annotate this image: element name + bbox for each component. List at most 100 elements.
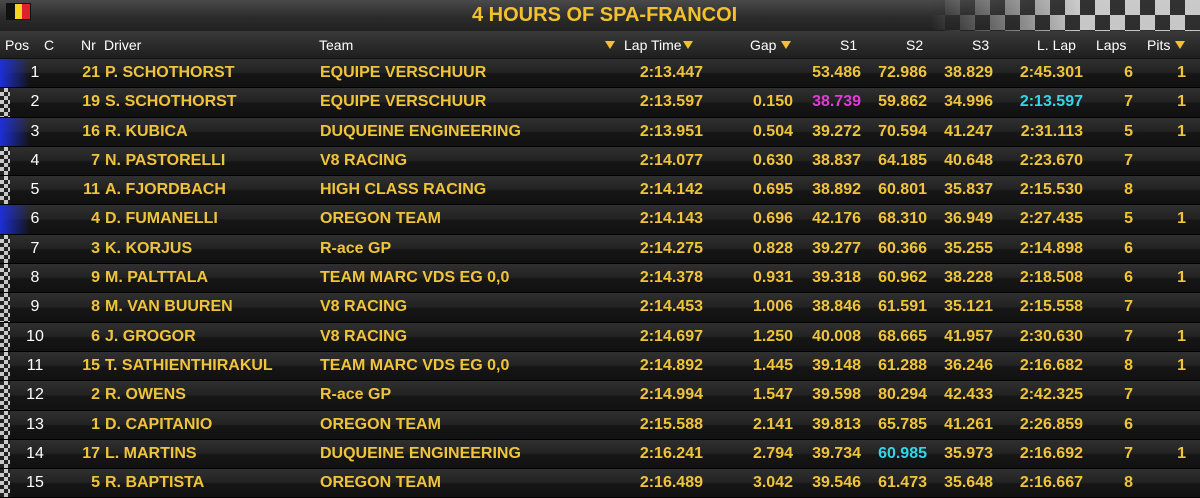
col-pos[interactable]: Pos xyxy=(5,37,30,53)
column-header-row: Pos C Nr Driver Team Lap Time Gap S1 S2 … xyxy=(0,31,1200,58)
last-lap: 2:16.682 xyxy=(1019,356,1083,374)
sector-3: 35.121 xyxy=(944,298,993,316)
gap: 0.630 xyxy=(752,151,793,169)
sector-3: 34.996 xyxy=(944,93,993,111)
title-bar: 4 HOURS OF SPA-FRANCOI xyxy=(0,0,1200,31)
last-lap: 2:26.859 xyxy=(1019,415,1083,433)
table-row[interactable]: 9 8 M. VAN BUUREN V8 RACING 2:14.453 1.006 38.… xyxy=(0,293,1200,323)
table-row[interactable]: 1 21 P. SCHOTHORST EQUIPE VERSCHUUR 2:13.447… xyxy=(0,59,1200,89)
gap: 2.794 xyxy=(752,444,793,462)
col-team[interactable]: Team xyxy=(319,37,354,53)
position: 12 xyxy=(26,386,44,404)
team-name: OREGON TEAM xyxy=(320,415,441,433)
team-name: DUQUEINE ENGINEERING xyxy=(320,444,521,462)
lap-time: 2:13.597 xyxy=(639,93,703,111)
last-lap: 2:15.558 xyxy=(1019,298,1083,316)
sector-3: 42.433 xyxy=(944,386,993,404)
table-row[interactable]: 12 2 R. OWENS R-ace GP 2:14.994 1.547 39.598 80… xyxy=(0,381,1200,411)
sector-3: 41.247 xyxy=(944,122,993,140)
position: 13 xyxy=(26,415,44,433)
checkered-stripe-icon xyxy=(0,234,10,264)
col-lap-time-wrap[interactable]: Lap Time xyxy=(624,36,694,54)
checkered-stripe-icon xyxy=(0,293,10,322)
team-name: OREGON TEAM xyxy=(320,474,441,492)
driver-name: M. VAN BUUREN xyxy=(105,298,233,316)
standings-table: 1 21 P. SCHOTHORST EQUIPE VERSCHUUR 2:13.447… xyxy=(0,59,1200,498)
sector-1: 39.318 xyxy=(812,269,861,287)
col-driver[interactable]: Driver xyxy=(104,37,142,53)
sector-3: 41.261 xyxy=(944,415,993,433)
sector-2: 80.294 xyxy=(878,386,927,404)
table-row[interactable]: 2 19 S. SCHOTHORST EQUIPE VERSCHUUR 2:13.597… xyxy=(0,88,1200,118)
belgium-flag-icon xyxy=(7,4,31,19)
table-row[interactable]: 6 4 D. FUMANELLI OREGON TEAM 2:14.143 0.696 42… xyxy=(0,205,1200,235)
car-number: 16 xyxy=(82,122,100,140)
sector-3: 35.973 xyxy=(944,444,993,462)
position: 4 xyxy=(30,151,40,169)
sector-1: 38.837 xyxy=(812,151,861,169)
lap-time: 2:16.489 xyxy=(639,474,703,492)
table-row[interactable]: 15 5 R. BAPTISTA OREGON TEAM 2:16.489 3.042 39… xyxy=(0,469,1200,498)
laps: 7 xyxy=(1124,93,1133,111)
laps: 6 xyxy=(1124,415,1133,433)
position: 2 xyxy=(30,93,40,111)
col-laps[interactable]: Laps xyxy=(1096,37,1127,53)
sector-2: 61.288 xyxy=(878,356,927,374)
lap-time: 2:14.453 xyxy=(639,298,703,316)
sector-2: 68.310 xyxy=(878,210,927,228)
table-row[interactable]: 4 7 N. PASTORELLI V8 RACING 2:14.077 0.630 38.… xyxy=(0,146,1200,177)
gap: 1.547 xyxy=(752,386,793,404)
col-s3[interactable]: S3 xyxy=(972,37,990,53)
pits: 1 xyxy=(1177,122,1186,140)
sector-3: 38.829 xyxy=(944,64,993,81)
col-last-lap[interactable]: L. Lap xyxy=(1037,37,1076,53)
sector-1: 39.272 xyxy=(812,122,861,140)
gap: 0.931 xyxy=(752,269,793,287)
sector-1: 39.734 xyxy=(812,444,861,462)
col-gap-wrap[interactable]: Gap xyxy=(750,36,792,54)
sector-1: 39.546 xyxy=(812,474,861,492)
sector-1: 38.892 xyxy=(812,181,861,199)
driver-name: D. CAPITANIO xyxy=(105,415,213,433)
table-row[interactable]: 3 16 R. KUBICA DUQUEINE ENGINEERING 2:13.951… xyxy=(0,117,1200,147)
table-row[interactable]: 5 11 A. FJORDBACH HIGH CLASS RACING 2:14.142… xyxy=(0,176,1200,206)
sort-arrow-icon xyxy=(1175,41,1186,49)
pits: 1 xyxy=(1177,93,1186,111)
sector-2: 61.473 xyxy=(878,474,927,492)
col-pits-wrap[interactable]: Pits xyxy=(1147,36,1186,54)
col-s1[interactable]: S1 xyxy=(840,37,858,53)
col-team-sort-icon[interactable] xyxy=(604,36,616,54)
car-number: 6 xyxy=(91,327,100,345)
col-nr[interactable]: Nr xyxy=(81,37,96,53)
checkered-stripe-icon xyxy=(0,146,10,176)
position: 5 xyxy=(30,181,40,199)
sector-2: 64.185 xyxy=(878,151,927,169)
lap-time: 2:14.077 xyxy=(639,151,703,169)
table-row[interactable]: 10 6 J. GROGOR V8 RACING 2:14.697 1.250 40.008… xyxy=(0,322,1200,352)
col-gap: Gap xyxy=(750,37,777,53)
table-row[interactable]: 8 9 M. PALTTALA TEAM MARC VDS EG 0,0 2:14.37… xyxy=(0,264,1200,294)
table-row[interactable]: 14 17 L. MARTINS DUQUEINE ENGINEERING 2:16.2… xyxy=(0,439,1200,470)
lap-time: 2:16.241 xyxy=(639,444,703,462)
position: 1 xyxy=(30,64,40,81)
team-name: EQUIPE VERSCHUUR xyxy=(320,64,487,81)
position: 9 xyxy=(30,298,40,316)
driver-name: S. SCHOTHORST xyxy=(105,93,237,111)
table-row[interactable]: 7 3 K. KORJUS R-ace GP 2:14.275 0.828 39.277 60… xyxy=(0,234,1200,265)
col-c[interactable]: C xyxy=(44,37,55,53)
last-lap: 2:16.692 xyxy=(1019,444,1083,462)
col-s2[interactable]: S2 xyxy=(906,37,924,53)
sector-2: 60.985 xyxy=(878,444,927,462)
table-row[interactable]: 11 15 T. SATHIENTHIRAKUL TEAM MARC VDS EG 0… xyxy=(0,351,1200,382)
lap-time: 2:15.588 xyxy=(639,415,703,433)
sector-3: 35.648 xyxy=(944,474,993,492)
driver-name: D. FUMANELLI xyxy=(105,210,218,228)
sector-1: 39.813 xyxy=(812,415,861,433)
sector-2: 60.801 xyxy=(878,181,927,199)
car-number: 3 xyxy=(91,239,100,257)
table-row[interactable]: 13 1 D. CAPITANIO OREGON TEAM 2:15.588 2.141 3… xyxy=(0,410,1200,440)
laps: 6 xyxy=(1124,64,1133,81)
driver-name: R. OWENS xyxy=(105,386,186,404)
sort-arrow-icon xyxy=(781,41,792,49)
